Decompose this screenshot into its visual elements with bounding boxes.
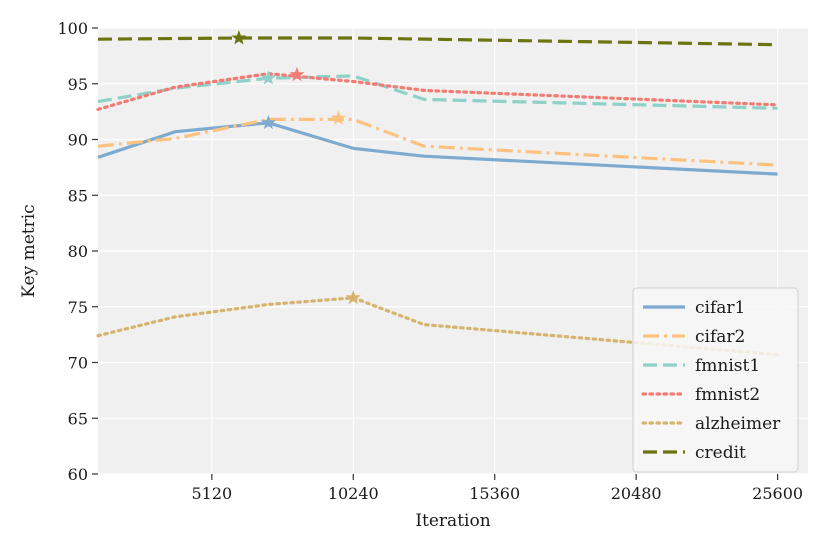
- x-axis-title: Iteration: [415, 511, 490, 531]
- legend-label-fmnist2: fmnist2: [695, 385, 760, 405]
- legend-label-cifar1: cifar1: [695, 298, 745, 318]
- y-tick-label: 80: [68, 242, 88, 261]
- legend-label-credit: credit: [695, 443, 746, 463]
- series-line-cifar2: [97, 117, 778, 167]
- best-marker-cifar2: [330, 110, 346, 125]
- y-tick-label: 65: [68, 409, 88, 428]
- y-tick-label: 95: [68, 75, 88, 94]
- best-marker-fmnist2: [289, 66, 305, 82]
- y-tick-label: 70: [68, 354, 88, 373]
- series-line-fmnist2: [96, 72, 780, 112]
- y-tick-label: 60: [68, 465, 88, 484]
- x-tick-label: 15360: [469, 484, 520, 503]
- series-line-alzheimer: [96, 296, 780, 357]
- best-markers: [231, 30, 361, 305]
- legend: cifar1 cifar2 fmnist1 fmnist2 alzheimer credi…: [632, 287, 799, 473]
- legend-box: [632, 287, 799, 473]
- y-tick-label: 100: [57, 19, 88, 38]
- grid-lines: [98, 27, 808, 475]
- legend-label-cifar2: cifar2: [695, 327, 745, 347]
- best-marker-fmnist1: [260, 70, 276, 85]
- x-tick-label: 10240: [328, 484, 379, 503]
- best-marker-cifar1: [260, 114, 276, 130]
- legend-label-alzheimer: alzheimer: [695, 414, 781, 434]
- x-tick-label: 25600: [752, 484, 803, 503]
- x-tick-label: 20480: [611, 484, 662, 503]
- data-series: [96, 36, 780, 357]
- y-tick-label: 75: [68, 298, 88, 317]
- series-line-fmnist1: [97, 74, 778, 110]
- best-marker-credit: [231, 30, 247, 45]
- axes: 60 65 70 75 80 85 90 95 100 5120 10240 15360 20480 25…: [57, 19, 803, 503]
- x-tick-label: 5120: [191, 484, 232, 503]
- series-line-cifar1: [97, 121, 778, 176]
- best-marker-alzheimer: [345, 289, 361, 305]
- legend-label-fmnist1: fmnist1: [695, 356, 760, 376]
- y-tick-label: 85: [68, 186, 88, 205]
- y-tick-label: 90: [68, 131, 88, 150]
- y-axis-title: Key metric: [19, 204, 39, 297]
- series-line-credit: [97, 36, 778, 47]
